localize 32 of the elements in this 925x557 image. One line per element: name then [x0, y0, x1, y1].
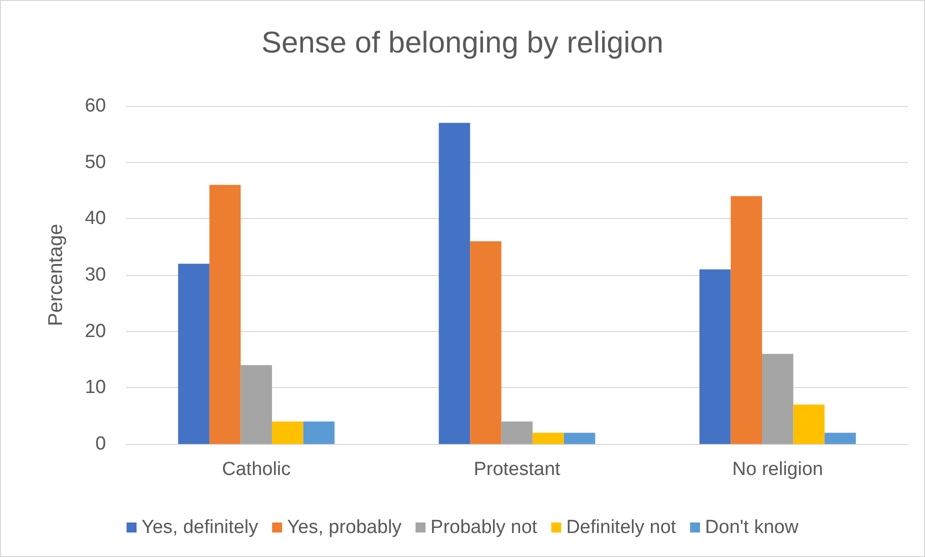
bar: [793, 404, 825, 444]
bar: [532, 432, 564, 444]
x-tick-label: No religion: [732, 459, 824, 480]
bar: [564, 432, 596, 444]
legend-label: Probably not: [430, 517, 538, 538]
bar: [178, 264, 210, 444]
x-tick-label: Catholic: [222, 459, 291, 480]
bar: [438, 122, 470, 444]
chart-title: Sense of belonging by religion: [262, 26, 664, 60]
bar: [272, 421, 304, 444]
y-tick-label: 0: [95, 434, 106, 454]
bar: [762, 354, 794, 444]
y-tick-label: 30: [84, 264, 106, 286]
bar: [209, 184, 241, 444]
legend-label: Definitely not: [566, 517, 677, 538]
bar: [240, 365, 272, 444]
legend-label: Yes, definitely: [142, 517, 259, 538]
legend-label: Yes, probably: [287, 517, 402, 538]
bar: [501, 421, 533, 444]
y-tick-label: 10: [84, 377, 106, 398]
bar: [730, 196, 762, 444]
x-tick-label: Protestant: [474, 459, 562, 480]
y-tick-label: 50: [84, 152, 106, 173]
bar: [824, 432, 856, 444]
y-tick-label: 20: [84, 320, 106, 342]
y-tick-label: 40: [84, 208, 106, 230]
bar: [470, 241, 502, 444]
bar: [699, 269, 731, 444]
y-tick-label: 60: [84, 96, 106, 116]
bar: [303, 421, 335, 444]
legend-label: Don't know: [705, 517, 799, 538]
y-axis-title: Percentage: [45, 224, 67, 326]
